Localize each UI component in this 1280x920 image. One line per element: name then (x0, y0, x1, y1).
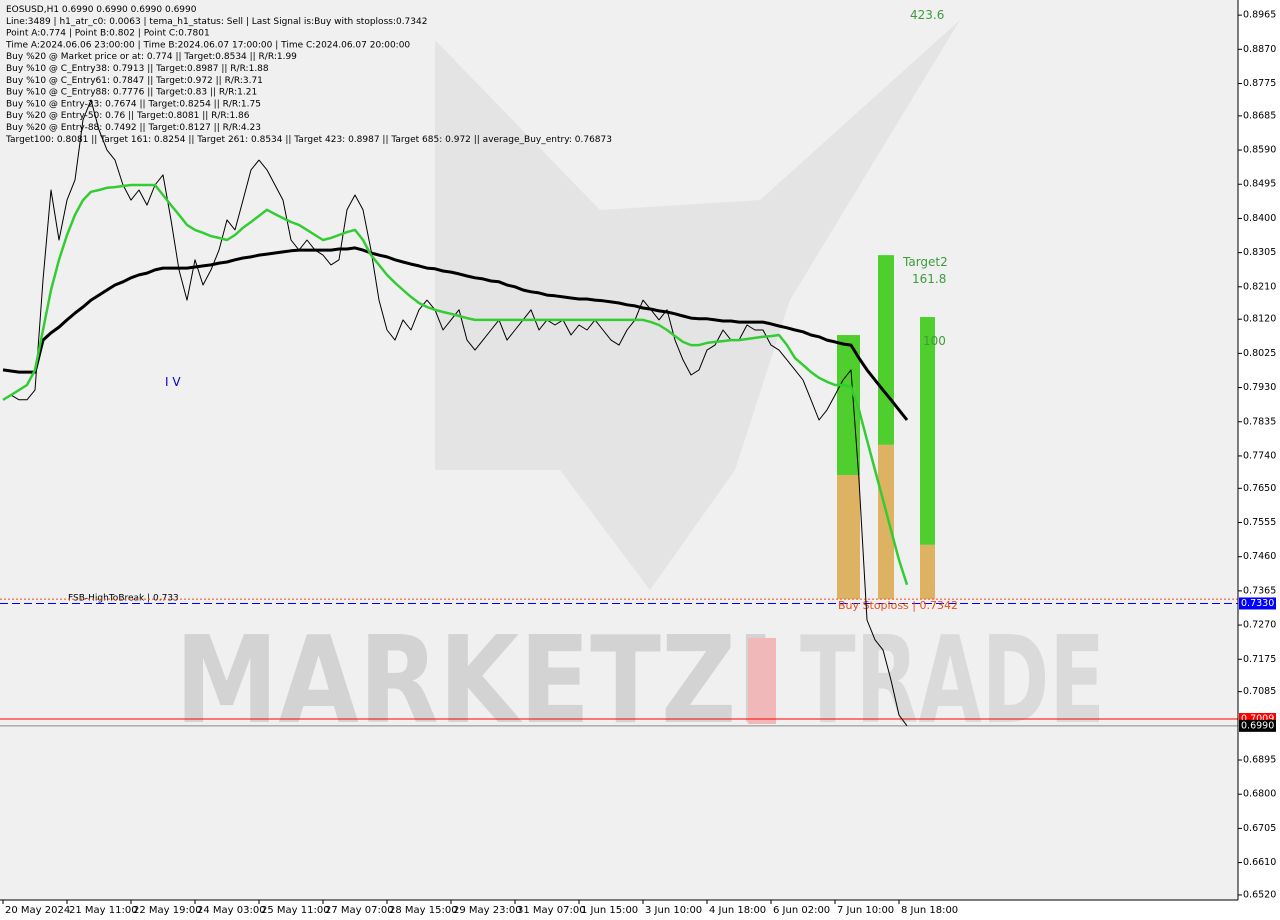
target-zone-lower (837, 475, 860, 600)
y-tick-label: 0.8775 (1243, 78, 1276, 89)
x-tick-label: 27 May 07:00 (325, 905, 394, 916)
y-tick-label: 0.7175 (1243, 654, 1276, 665)
x-tick-label: 28 May 15:00 (389, 905, 458, 916)
x-tick-label: 31 May 07:00 (517, 905, 586, 916)
watermark-logo (435, 20, 960, 590)
info-line: Buy %10 @ C_Entry88: 0.7776 || Target:0.… (6, 88, 257, 98)
y-tick-label: 0.7365 (1243, 585, 1276, 596)
info-line: Buy %10 @ C_Entry38: 0.7913 || Target:0.… (6, 64, 269, 74)
watermark: MARKETZI (175, 612, 775, 751)
y-tick-label: 0.8210 (1243, 281, 1276, 292)
x-tick-label: 3 Jun 10:00 (645, 905, 702, 916)
x-tick-label: 6 Jun 02:00 (773, 905, 830, 916)
target-zone-upper (920, 317, 935, 545)
watermark: TRADE (800, 612, 1105, 751)
target-zone-upper (878, 255, 894, 445)
y-tick-label: 0.6800 (1243, 789, 1276, 800)
x-tick-label: 7 Jun 10:00 (837, 905, 894, 916)
y-tick-label: 0.7555 (1243, 517, 1276, 528)
x-tick-label: 22 May 19:00 (133, 905, 202, 916)
series-line (2, 246, 909, 421)
y-tick-label: 0.7930 (1243, 382, 1276, 393)
target-zone-lower (920, 544, 935, 600)
y-tick-label: 0.7270 (1243, 620, 1276, 631)
y-tick-label: 0.8965 (1243, 10, 1276, 21)
y-tick-label: 0.8400 (1243, 213, 1276, 224)
y-tick-label: 0.8025 (1243, 348, 1276, 359)
y-tick-label: 0.8590 (1243, 145, 1276, 156)
info-line: Point A:0.774 | Point B:0.802 | Point C:… (6, 29, 210, 39)
y-tick-label: 0.8870 (1243, 44, 1276, 55)
level-label: Buy Stoploss | 0.7342 (838, 599, 958, 612)
y-tick-label: 0.8120 (1243, 314, 1276, 325)
annotation: Target2 (902, 255, 948, 269)
y-tick-label: 0.8685 (1243, 110, 1276, 121)
x-tick-label: 25 May 11:00 (261, 905, 330, 916)
target-zone-lower (878, 444, 894, 600)
annotation: 100 (923, 334, 946, 348)
x-tick-label: 20 May 2024 (5, 905, 70, 916)
info-line: Buy %20 @ Entry-88: 0.7492 || Target:0.8… (6, 123, 261, 133)
series-line (2, 183, 909, 586)
y-tick-label: 0.7740 (1243, 450, 1276, 461)
price-badge-label: 0.7009 (1241, 713, 1274, 724)
y-tick-label: 0.6895 (1243, 755, 1276, 766)
info-line: Buy %10 @ C_Entry61: 0.7847 || Target:0.… (6, 76, 263, 86)
target-zone-upper (837, 335, 860, 476)
x-tick-label: 4 Jun 18:00 (709, 905, 766, 916)
info-line: Time A:2024.06.06 23:00:00 | Time B:2024… (5, 40, 410, 50)
price-badge-label: 0.7330 (1241, 598, 1274, 609)
info-line: EOSUSD,H1 0.6990 0.6990 0.6990 0.6990 (6, 5, 197, 15)
y-tick-label: 0.7460 (1243, 551, 1276, 562)
info-line: Buy %10 @ Entry-23: 0.7674 || Target:0.8… (6, 99, 261, 109)
price-badge-label: 0.6990 (1241, 720, 1274, 731)
y-tick-label: 0.6610 (1243, 857, 1276, 868)
y-tick-label: 0.6520 (1243, 889, 1276, 900)
watermark-bar (748, 638, 776, 724)
y-tick-label: 0.8305 (1243, 247, 1276, 258)
info-line: Target100: 0.8081 || Target 161: 0.8254 … (5, 135, 612, 145)
x-tick-label: 29 May 23:00 (453, 905, 522, 916)
level-label: FSB-HighToBreak | 0.733 (68, 593, 179, 603)
info-line: Line:3489 | h1_atr_c0: 0.0063 | tema_h1_… (6, 17, 427, 27)
x-tick-label: 8 Jun 18:00 (901, 905, 958, 916)
y-tick-label: 0.6705 (1243, 823, 1276, 834)
annotation: 423.6 (910, 8, 944, 22)
x-tick-label: 24 May 03:00 (197, 905, 266, 916)
y-tick-label: 0.7085 (1243, 686, 1276, 697)
y-tick-label: 0.7650 (1243, 483, 1276, 494)
y-tick-label: 0.8495 (1243, 179, 1276, 190)
x-tick-label: 1 Jun 15:00 (581, 905, 638, 916)
info-line: Buy %20 @ Market price or at: 0.774 || T… (6, 52, 297, 62)
price-badge (1239, 719, 1276, 732)
info-line: Buy %20 @ Entry-50: 0.76 || Target:0.808… (6, 111, 250, 121)
annotation: I V (165, 375, 181, 389)
annotation: 161.8 (912, 272, 946, 286)
price-badge (1239, 597, 1276, 610)
y-tick-label: 0.7835 (1243, 416, 1276, 427)
x-tick-label: 21 May 11:00 (69, 905, 138, 916)
